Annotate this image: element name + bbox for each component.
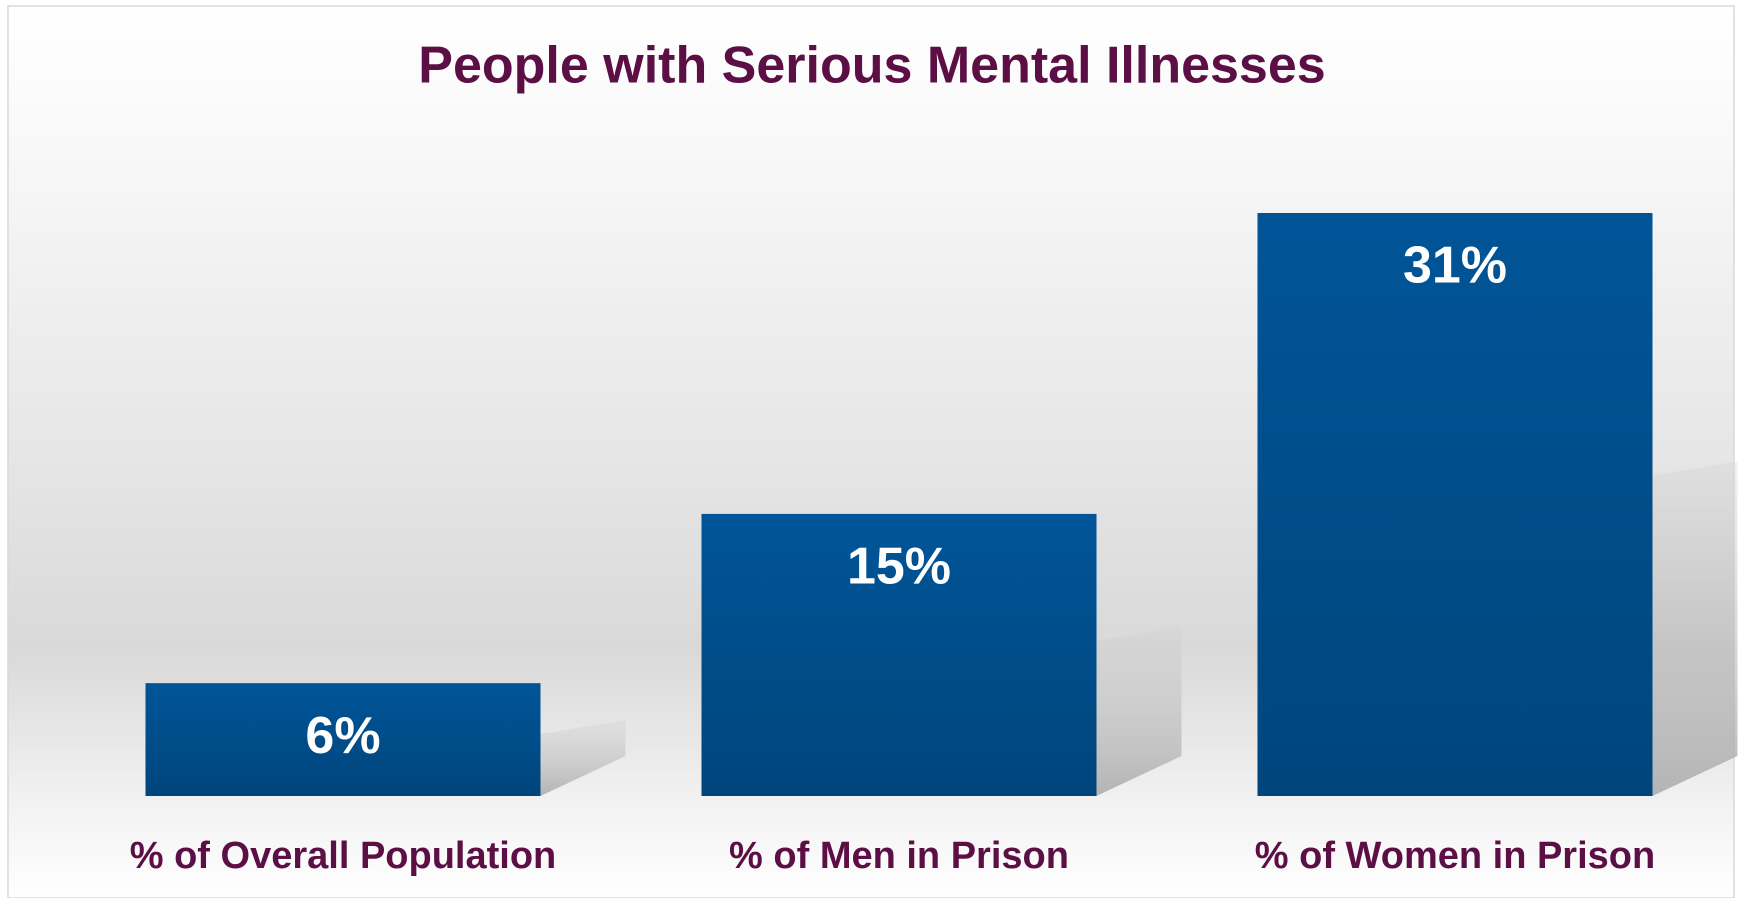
bar-shadow [1652,461,1738,796]
bar [701,513,1097,796]
bar-shadow [1096,626,1182,796]
x-tick-label: % of Women in Prison [1255,835,1655,877]
bar-shadow [540,719,626,796]
x-tick-label: % of Overall Population [130,835,557,877]
data-label: 6% [305,707,380,765]
data-label: 15% [847,538,951,596]
bar [1257,213,1653,796]
x-tick-label: % of Men in Prison [729,835,1069,877]
chart-title: People with Serious Mental Illnesses [418,37,1325,95]
data-label: 31% [1403,237,1507,295]
bar [145,683,541,796]
